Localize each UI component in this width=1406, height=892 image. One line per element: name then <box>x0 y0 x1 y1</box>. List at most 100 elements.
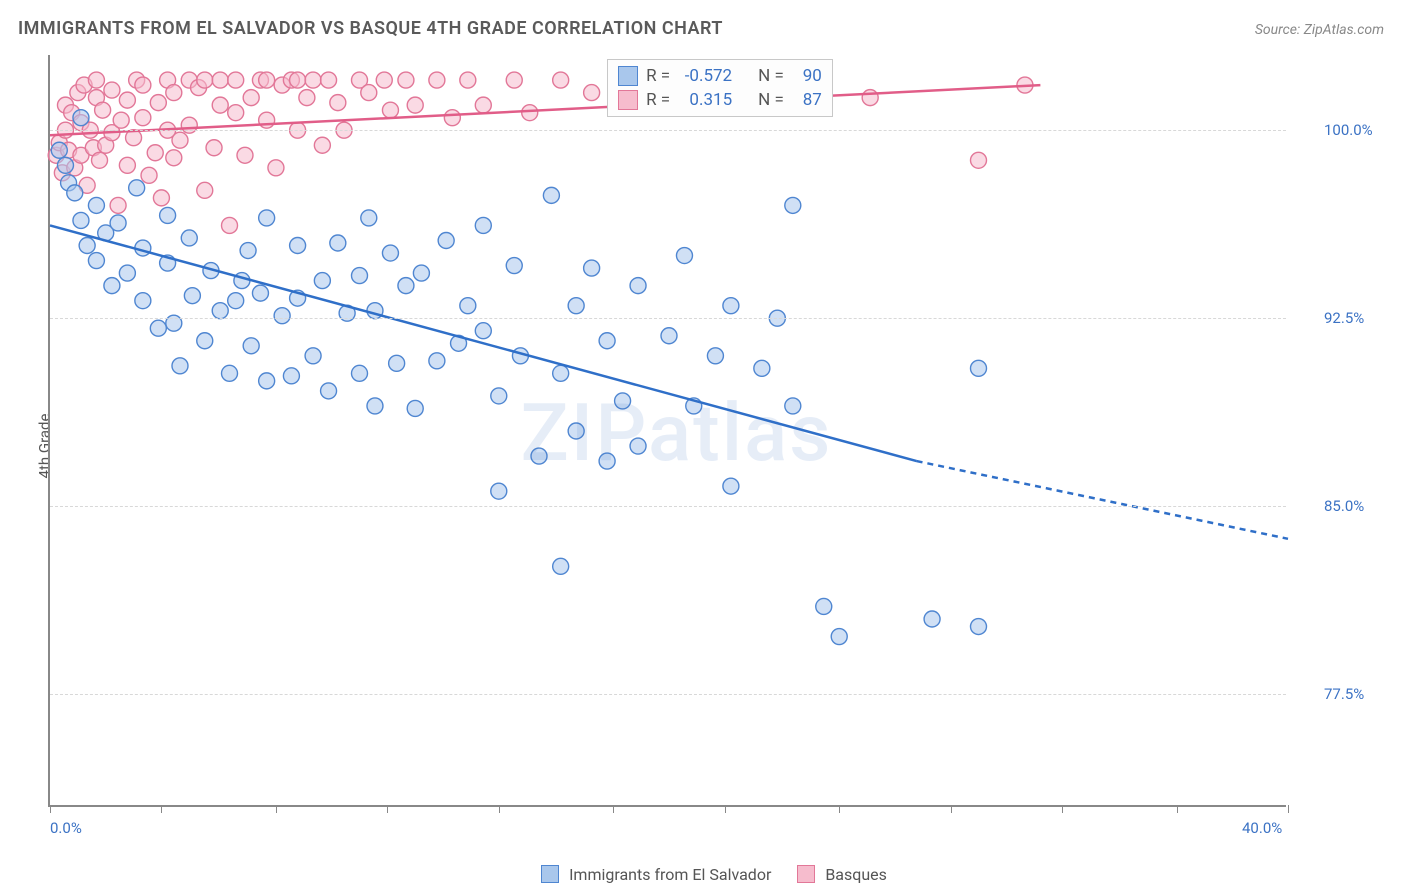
data-point <box>491 483 507 499</box>
stats-row-2: R = 0.315 N = 87 <box>618 88 822 112</box>
data-point <box>553 558 569 574</box>
r-value-1: -0.572 <box>678 66 732 86</box>
data-point <box>475 323 491 339</box>
data-point <box>506 72 522 88</box>
data-point <box>299 90 315 106</box>
data-point <box>113 112 129 128</box>
x-tick <box>276 805 277 813</box>
data-point <box>268 160 284 176</box>
data-point <box>661 328 677 344</box>
data-point <box>553 365 569 381</box>
data-point <box>88 197 104 213</box>
data-point <box>150 320 166 336</box>
data-point <box>160 207 176 223</box>
data-point <box>367 398 383 414</box>
swatch-series2-icon <box>618 90 638 110</box>
data-point <box>376 72 392 88</box>
grid-line <box>50 130 1286 131</box>
data-point <box>971 619 987 635</box>
data-point <box>197 182 213 198</box>
x-tick <box>161 805 162 813</box>
y-tick-label: 92.5% <box>1324 309 1364 327</box>
data-point <box>243 90 259 106</box>
stats-legend-box: R = -0.572 N = 90 R = 0.315 N = 87 <box>607 59 833 117</box>
data-point <box>153 190 169 206</box>
data-point <box>305 72 321 88</box>
data-point <box>172 358 188 374</box>
data-point <box>73 110 89 126</box>
legend-label-2: Basques <box>825 865 887 884</box>
data-point <box>971 360 987 376</box>
data-point <box>407 97 423 113</box>
data-point <box>429 353 445 369</box>
source-label: Source: ZipAtlas.com <box>1255 22 1384 38</box>
data-point <box>475 217 491 233</box>
data-point <box>240 243 256 259</box>
x-tick <box>725 805 726 813</box>
x-tick <box>613 805 614 813</box>
data-point <box>816 598 832 614</box>
data-point <box>314 137 330 153</box>
n-value-2: 87 <box>792 90 822 110</box>
data-point <box>630 438 646 454</box>
trend-line <box>917 461 1288 539</box>
data-point <box>676 248 692 264</box>
data-point <box>352 365 368 381</box>
data-point <box>119 265 135 281</box>
data-point <box>197 72 213 88</box>
x-tick <box>1177 805 1178 813</box>
data-point <box>615 393 631 409</box>
data-point <box>212 97 228 113</box>
data-point <box>147 145 163 161</box>
data-point <box>361 85 377 101</box>
x-tick <box>50 805 51 813</box>
data-point <box>924 611 940 627</box>
data-point <box>119 157 135 173</box>
data-point <box>259 210 275 226</box>
data-point <box>522 105 538 121</box>
data-point <box>290 72 306 88</box>
data-point <box>274 308 290 324</box>
data-point <box>382 102 398 118</box>
data-point <box>237 147 253 163</box>
data-point <box>599 333 615 349</box>
data-point <box>785 398 801 414</box>
data-point <box>413 265 429 281</box>
data-point <box>599 453 615 469</box>
data-point <box>707 348 723 364</box>
stats-row-1: R = -0.572 N = 90 <box>618 64 822 88</box>
data-point <box>460 72 476 88</box>
data-point <box>166 150 182 166</box>
data-point <box>305 348 321 364</box>
data-point <box>67 185 83 201</box>
data-point <box>197 333 213 349</box>
grid-line <box>50 506 1286 507</box>
x-tick <box>839 805 840 813</box>
data-point <box>831 629 847 645</box>
data-point <box>398 72 414 88</box>
data-point <box>290 238 306 254</box>
r-label: R = <box>646 90 670 110</box>
y-tick-label: 77.5% <box>1324 685 1364 703</box>
data-point <box>568 298 584 314</box>
data-point <box>444 110 460 126</box>
data-point <box>330 235 346 251</box>
y-tick-label: 85.0% <box>1324 497 1364 515</box>
x-tick <box>387 805 388 813</box>
data-point <box>785 197 801 213</box>
data-point <box>166 85 182 101</box>
data-point <box>506 258 522 274</box>
x-axis-min-label: 0.0% <box>50 819 82 837</box>
data-point <box>222 365 238 381</box>
data-point <box>531 448 547 464</box>
n-label: N = <box>758 66 784 86</box>
legend-swatch-1-icon <box>541 865 559 883</box>
data-point <box>252 285 268 301</box>
data-point <box>429 72 445 88</box>
data-point <box>382 245 398 261</box>
data-point <box>110 197 126 213</box>
data-point <box>389 355 405 371</box>
data-point <box>88 253 104 269</box>
data-point <box>135 110 151 126</box>
data-point <box>259 373 275 389</box>
